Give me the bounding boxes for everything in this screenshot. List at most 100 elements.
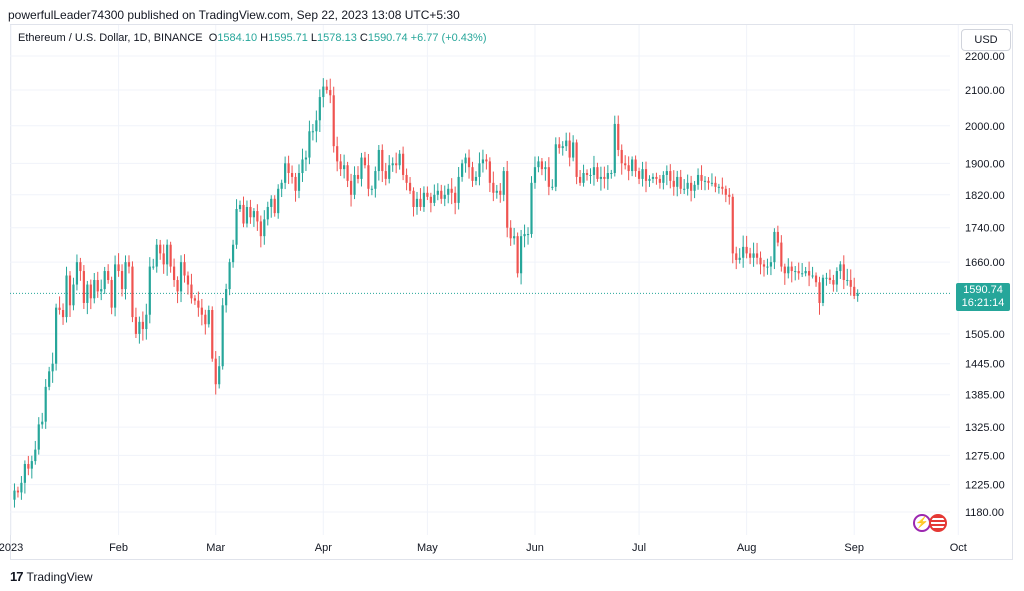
candle-body: [631, 159, 634, 172]
tradingview-logo[interactable]: 17 TradingView: [10, 569, 93, 584]
candle-body: [55, 307, 58, 364]
candle-body: [634, 159, 637, 172]
candle-body: [131, 266, 134, 318]
candle-body: [402, 153, 405, 175]
candle-body: [426, 192, 429, 197]
candle-body: [707, 180, 710, 183]
candle-body: [780, 242, 783, 267]
change-value: +6.77 (+0.43%): [410, 32, 487, 44]
candle-body: [801, 273, 804, 275]
candle-body: [266, 206, 269, 220]
candle-body: [499, 190, 502, 195]
candle-body: [769, 262, 773, 267]
candle-body: [134, 317, 138, 334]
candle-body: [58, 307, 61, 310]
candle-body: [596, 167, 599, 179]
candle-body: [461, 163, 464, 177]
candle-body: [287, 163, 290, 174]
candle-body: [82, 271, 85, 303]
candle-body: [270, 198, 273, 207]
x-tick-label: Sep: [844, 542, 864, 554]
candle-body: [644, 169, 648, 181]
candle-body: [495, 190, 498, 193]
y-tick-label: 1445.00: [965, 359, 1005, 371]
currency-button[interactable]: USD: [961, 29, 1011, 51]
candle-body: [565, 140, 568, 147]
candle-body: [849, 280, 852, 287]
candle-body: [679, 176, 682, 189]
candle-body: [30, 461, 33, 469]
candle-body: [731, 196, 734, 254]
grid-layer: [10, 25, 959, 535]
candle-body: [252, 211, 255, 218]
x-tick-label: Apr: [315, 542, 332, 554]
candle-body: [273, 198, 276, 214]
candle-body: [481, 159, 485, 164]
candle-body: [290, 173, 294, 177]
low-value: 1578.13: [317, 32, 357, 44]
y-tick-label: 1505.00: [965, 329, 1005, 341]
candle-body: [575, 142, 578, 177]
high-value: 1595.71: [268, 32, 308, 44]
candle-body: [259, 221, 262, 237]
candle-body: [672, 180, 675, 187]
candle-body: [68, 275, 72, 306]
candle-body: [825, 277, 828, 279]
candle-body: [114, 264, 117, 308]
candle-body: [728, 194, 731, 197]
candle-body: [318, 97, 321, 121]
y-tick-label: 2100.00: [965, 85, 1005, 97]
candle-body: [107, 271, 110, 281]
candle-body: [537, 161, 540, 168]
candle-body: [745, 246, 748, 254]
candle-body: [284, 163, 287, 183]
candle-body: [179, 262, 183, 292]
candle-body: [356, 174, 360, 179]
candle-body: [395, 163, 398, 166]
candle-body: [297, 173, 301, 191]
candle-body: [127, 262, 131, 267]
candle-body: [821, 277, 825, 303]
high-label: H: [260, 32, 269, 44]
us-flag-icon[interactable]: [929, 514, 947, 532]
candle-body: [304, 157, 308, 160]
candle-body: [523, 234, 526, 237]
candle-body: [152, 266, 155, 268]
candle-body: [620, 149, 623, 164]
candle-body: [412, 190, 415, 207]
candle-body: [506, 171, 509, 228]
candle-body: [648, 178, 651, 181]
candle-body: [207, 309, 210, 325]
candle-body: [714, 182, 717, 187]
candle-body: [343, 165, 346, 170]
candle-body: [89, 284, 92, 299]
y-tick-label: 1225.00: [965, 480, 1005, 492]
candle-body: [408, 182, 412, 191]
x-tick-label: Jul: [632, 542, 646, 554]
candle-body: [530, 182, 533, 235]
candle-body: [256, 211, 259, 222]
candle-body: [457, 176, 460, 203]
candle-body: [585, 173, 589, 175]
candle-body: [103, 271, 106, 290]
candle-body: [169, 244, 172, 267]
candle-body: [592, 167, 596, 175]
y-tick-label: 1740.00: [965, 223, 1005, 235]
candle-body: [360, 157, 363, 179]
candle-body: [454, 192, 457, 203]
close-label: C: [359, 32, 368, 44]
candle-body: [75, 262, 79, 285]
candle-body: [41, 421, 44, 425]
candle-body: [676, 176, 679, 187]
candle-body: [325, 86, 328, 91]
candle-body: [65, 275, 68, 318]
candle-body: [398, 153, 401, 166]
candle-body: [44, 386, 47, 422]
candle-body: [349, 180, 353, 195]
candle-body: [124, 262, 127, 290]
candle-body: [23, 463, 26, 483]
candle-body: [693, 184, 696, 191]
candle-body: [138, 321, 141, 334]
candle-body: [61, 309, 65, 318]
